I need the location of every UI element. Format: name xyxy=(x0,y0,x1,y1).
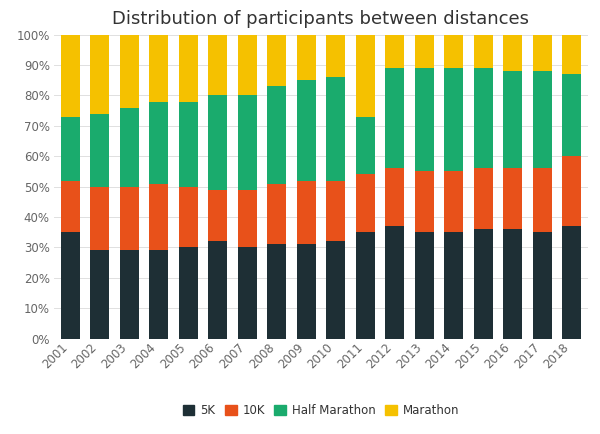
Bar xyxy=(562,226,581,339)
Bar xyxy=(238,35,257,95)
Bar xyxy=(415,232,434,339)
Bar xyxy=(562,35,581,74)
Bar xyxy=(356,232,375,339)
Bar xyxy=(415,171,434,232)
Bar xyxy=(415,35,434,68)
Bar xyxy=(473,35,493,68)
Bar xyxy=(267,35,286,86)
Bar xyxy=(385,35,404,68)
Bar xyxy=(61,232,80,339)
Bar xyxy=(503,35,523,71)
Bar xyxy=(179,187,198,247)
Bar xyxy=(503,229,523,339)
Bar xyxy=(208,241,227,339)
Bar xyxy=(385,168,404,226)
Bar xyxy=(444,68,463,171)
Bar xyxy=(61,35,80,117)
Bar xyxy=(90,250,109,339)
Bar xyxy=(356,117,375,174)
Bar xyxy=(238,247,257,339)
Bar xyxy=(503,71,523,168)
Bar xyxy=(473,168,493,229)
Bar xyxy=(149,35,169,102)
Bar xyxy=(385,226,404,339)
Bar xyxy=(90,114,109,187)
Bar xyxy=(533,71,552,168)
Bar xyxy=(296,80,316,181)
Bar xyxy=(356,174,375,232)
Bar xyxy=(119,108,139,187)
Bar xyxy=(90,35,109,114)
Bar xyxy=(473,68,493,168)
Bar xyxy=(533,168,552,232)
Bar xyxy=(61,181,80,232)
Bar xyxy=(208,35,227,95)
Bar xyxy=(149,250,169,339)
Bar xyxy=(473,229,493,339)
Bar xyxy=(208,95,227,190)
Bar xyxy=(179,102,198,187)
Bar xyxy=(444,171,463,232)
Bar xyxy=(179,35,198,102)
Bar xyxy=(444,35,463,68)
Bar xyxy=(533,35,552,71)
Bar xyxy=(296,181,316,244)
Bar xyxy=(238,95,257,190)
Bar xyxy=(267,86,286,184)
Bar xyxy=(179,247,198,339)
Bar xyxy=(326,77,346,181)
Bar xyxy=(90,187,109,250)
Bar xyxy=(326,35,346,77)
Bar xyxy=(149,102,169,184)
Bar xyxy=(326,241,346,339)
Bar xyxy=(119,250,139,339)
Bar xyxy=(119,35,139,108)
Bar xyxy=(267,244,286,339)
Bar xyxy=(533,232,552,339)
Bar xyxy=(61,117,80,181)
Bar xyxy=(296,244,316,339)
Legend: 5K, 10K, Half Marathon, Marathon: 5K, 10K, Half Marathon, Marathon xyxy=(178,399,464,421)
Bar xyxy=(385,68,404,168)
Bar xyxy=(296,35,316,80)
Title: Distribution of participants between distances: Distribution of participants between dis… xyxy=(113,10,530,28)
Bar xyxy=(238,190,257,247)
Bar xyxy=(208,190,227,241)
Bar xyxy=(149,184,169,250)
Bar xyxy=(356,35,375,117)
Bar xyxy=(119,187,139,250)
Bar xyxy=(267,184,286,244)
Bar xyxy=(326,181,346,241)
Bar xyxy=(562,156,581,226)
Bar xyxy=(562,74,581,156)
Bar xyxy=(444,232,463,339)
Bar xyxy=(503,168,523,229)
Bar xyxy=(415,68,434,171)
